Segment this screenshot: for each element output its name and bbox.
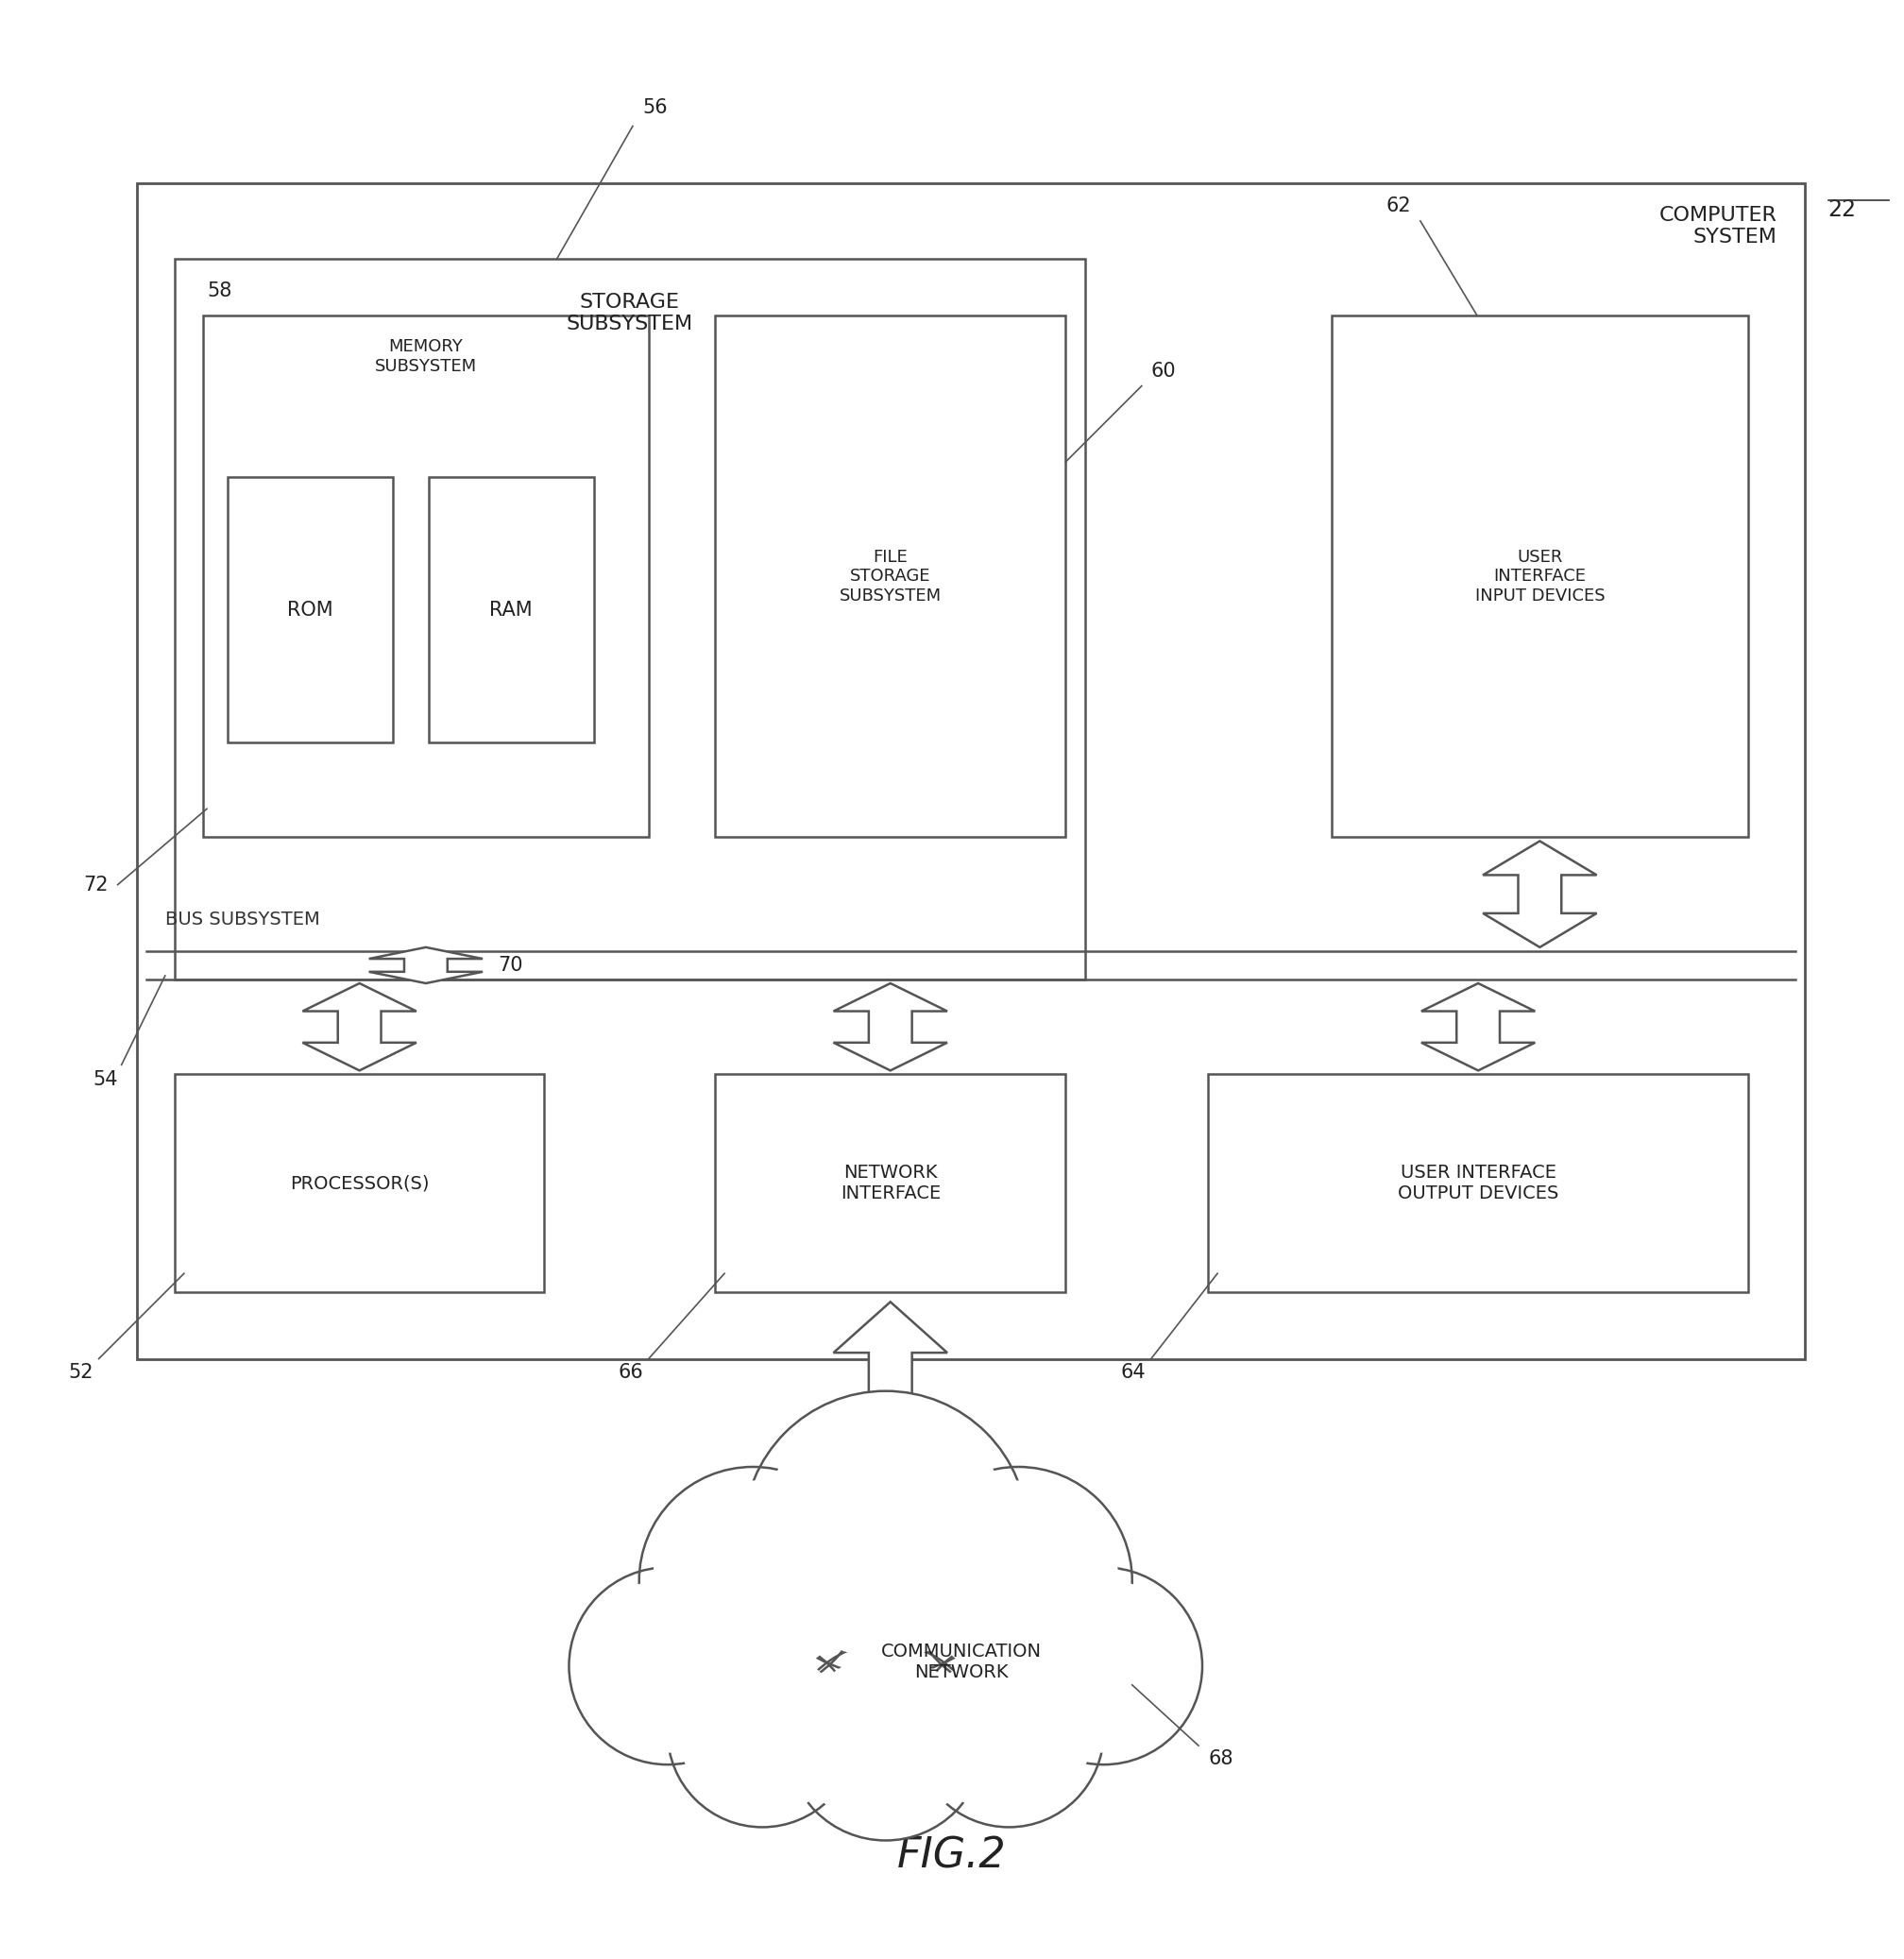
Text: 54: 54 [93,1070,118,1089]
Text: BUS SUBSYSTEM: BUS SUBSYSTEM [166,911,320,929]
Circle shape [918,1481,1118,1681]
Text: 52: 52 [69,1363,93,1381]
Circle shape [1017,1579,1190,1753]
Text: 58: 58 [208,282,232,300]
Bar [228,476,392,742]
Polygon shape [834,1303,948,1428]
Circle shape [668,1638,857,1828]
Text: ROM: ROM [288,599,333,619]
Circle shape [1005,1567,1201,1765]
Polygon shape [369,948,484,983]
Text: 68: 68 [1207,1749,1234,1769]
Text: NETWORK
INTERFACE: NETWORK INTERFACE [840,1164,941,1203]
Text: 56: 56 [642,98,666,118]
Text: RAM: RAM [489,599,533,619]
Text: STORAGE
SUBSYSTEM: STORAGE SUBSYSTEM [565,294,693,333]
Circle shape [800,1655,973,1828]
Circle shape [925,1649,1093,1816]
Circle shape [640,1467,866,1695]
Circle shape [569,1567,765,1765]
Text: 70: 70 [497,956,524,976]
Circle shape [581,1579,754,1753]
Polygon shape [834,983,948,1070]
Text: FILE
STORAGE
SUBSYSTEM: FILE STORAGE SUBSYSTEM [840,549,941,605]
Circle shape [743,1391,1028,1675]
Text: USER
INTERFACE
INPUT DEVICES: USER INTERFACE INPUT DEVICES [1476,549,1605,605]
Bar [137,182,1805,1360]
Circle shape [760,1409,1011,1659]
Bar [716,1074,1066,1293]
Bar [716,315,1066,836]
Text: USER INTERFACE
OUTPUT DEVICES: USER INTERFACE OUTPUT DEVICES [1398,1164,1559,1203]
Circle shape [786,1644,984,1840]
Text: 60: 60 [1152,360,1177,380]
Text: 22: 22 [1828,198,1856,221]
Text: 64: 64 [1120,1363,1146,1381]
Text: 66: 66 [617,1363,644,1381]
Text: PROCESSOR(S): PROCESSOR(S) [289,1173,428,1193]
Bar [1331,315,1748,836]
Circle shape [653,1481,853,1681]
Text: FIG.2: FIG.2 [897,1836,1007,1877]
Polygon shape [1483,840,1597,948]
Circle shape [914,1638,1104,1828]
Text: 72: 72 [84,876,109,893]
Bar [204,315,649,836]
Text: MEMORY
SUBSYSTEM: MEMORY SUBSYSTEM [375,339,476,376]
Bar [428,476,594,742]
Polygon shape [1420,983,1535,1070]
Bar [175,259,1085,980]
Circle shape [680,1649,845,1816]
Circle shape [904,1467,1133,1695]
Text: COMMUNICATION
NETWORK: COMMUNICATION NETWORK [882,1644,1041,1681]
Text: 62: 62 [1386,196,1411,215]
Bar [175,1074,545,1293]
Polygon shape [303,983,417,1070]
Text: COMPUTER
SYSTEM: COMPUTER SYSTEM [1658,206,1776,247]
Bar [1207,1074,1748,1293]
